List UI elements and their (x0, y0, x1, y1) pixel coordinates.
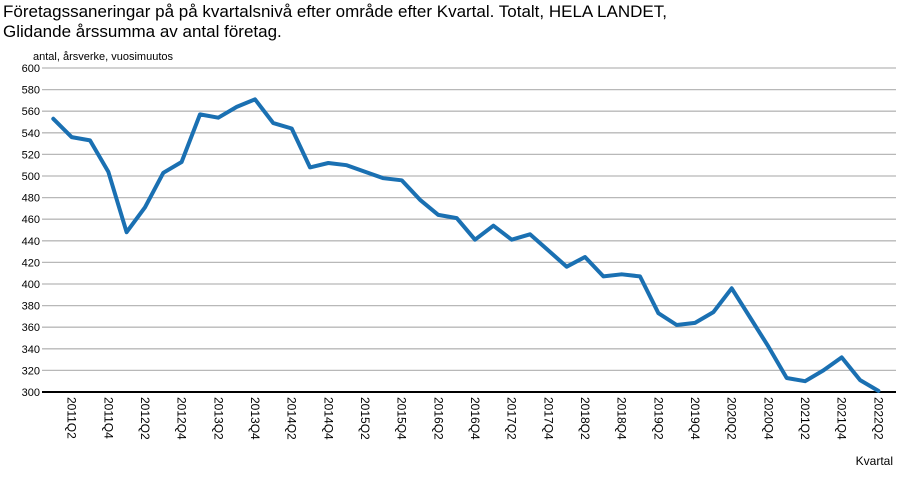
y-tick-label: 400 (22, 279, 40, 291)
x-tick-label: 2022Q2 (871, 397, 885, 440)
x-tick-label: 2014Q2 (285, 397, 299, 440)
x-tick-label: 2017Q4 (541, 397, 555, 440)
chart-title: Företagssaneringar på på kvartalsnivå ef… (3, 2, 667, 42)
x-axis-title: Kvartal (855, 454, 893, 468)
x-tick-label: 2011Q2 (65, 397, 79, 439)
y-tick-label: 460 (22, 214, 40, 226)
x-tick-label: 2011Q4 (101, 397, 115, 439)
y-tick-label: 340 (22, 344, 40, 356)
y-tick-label: 320 (22, 365, 40, 377)
x-tick-label: 2016Q4 (468, 397, 482, 440)
y-tick-label: 420 (22, 257, 40, 269)
x-tick-label: 2015Q2 (358, 397, 372, 440)
x-tick-label: 2019Q4 (688, 397, 702, 440)
y-tick-label: 560 (22, 106, 40, 118)
x-tick-label: 2020Q2 (725, 397, 739, 440)
y-axis-title: antal, årsverke, vuosimuutos (33, 51, 174, 63)
y-tick-label: 360 (22, 322, 40, 334)
x-tick-label: 2014Q4 (321, 397, 335, 440)
x-tick-label: 2017Q2 (505, 397, 519, 440)
x-tick-label: 2013Q4 (248, 397, 262, 440)
x-tick-label: 2021Q2 (798, 397, 812, 440)
y-tick-label: 300 (22, 387, 40, 399)
x-tick-label: 2016Q2 (431, 397, 445, 440)
x-tick-label: 2018Q2 (578, 397, 592, 440)
y-tick-label: 440 (22, 236, 40, 248)
x-tick-label: 2018Q4 (615, 397, 629, 440)
x-tick-label: 2019Q2 (651, 397, 665, 440)
chart-title-line1: Företagssaneringar på på kvartalsnivå ef… (3, 2, 667, 21)
series-line (51, 97, 881, 393)
y-tick-label: 600 (22, 63, 40, 75)
x-tick-label: 2015Q4 (395, 397, 409, 440)
y-tick-label: 580 (22, 85, 40, 97)
x-tick-label: 2021Q4 (835, 397, 849, 440)
x-tick-label: 2013Q2 (211, 397, 225, 440)
y-tick-label: 480 (22, 193, 40, 205)
y-tick-label: 540 (22, 128, 40, 140)
x-tick-label: 2012Q4 (175, 397, 189, 440)
y-tick-label: 500 (22, 171, 40, 183)
x-tick-label: 2012Q2 (138, 397, 152, 440)
x-tick-label: 2020Q4 (761, 397, 775, 440)
y-tick-label: 380 (22, 301, 40, 313)
chart-title-line2: Glidande årssumma av antal företag. (3, 22, 282, 41)
y-tick-label: 520 (22, 149, 40, 161)
